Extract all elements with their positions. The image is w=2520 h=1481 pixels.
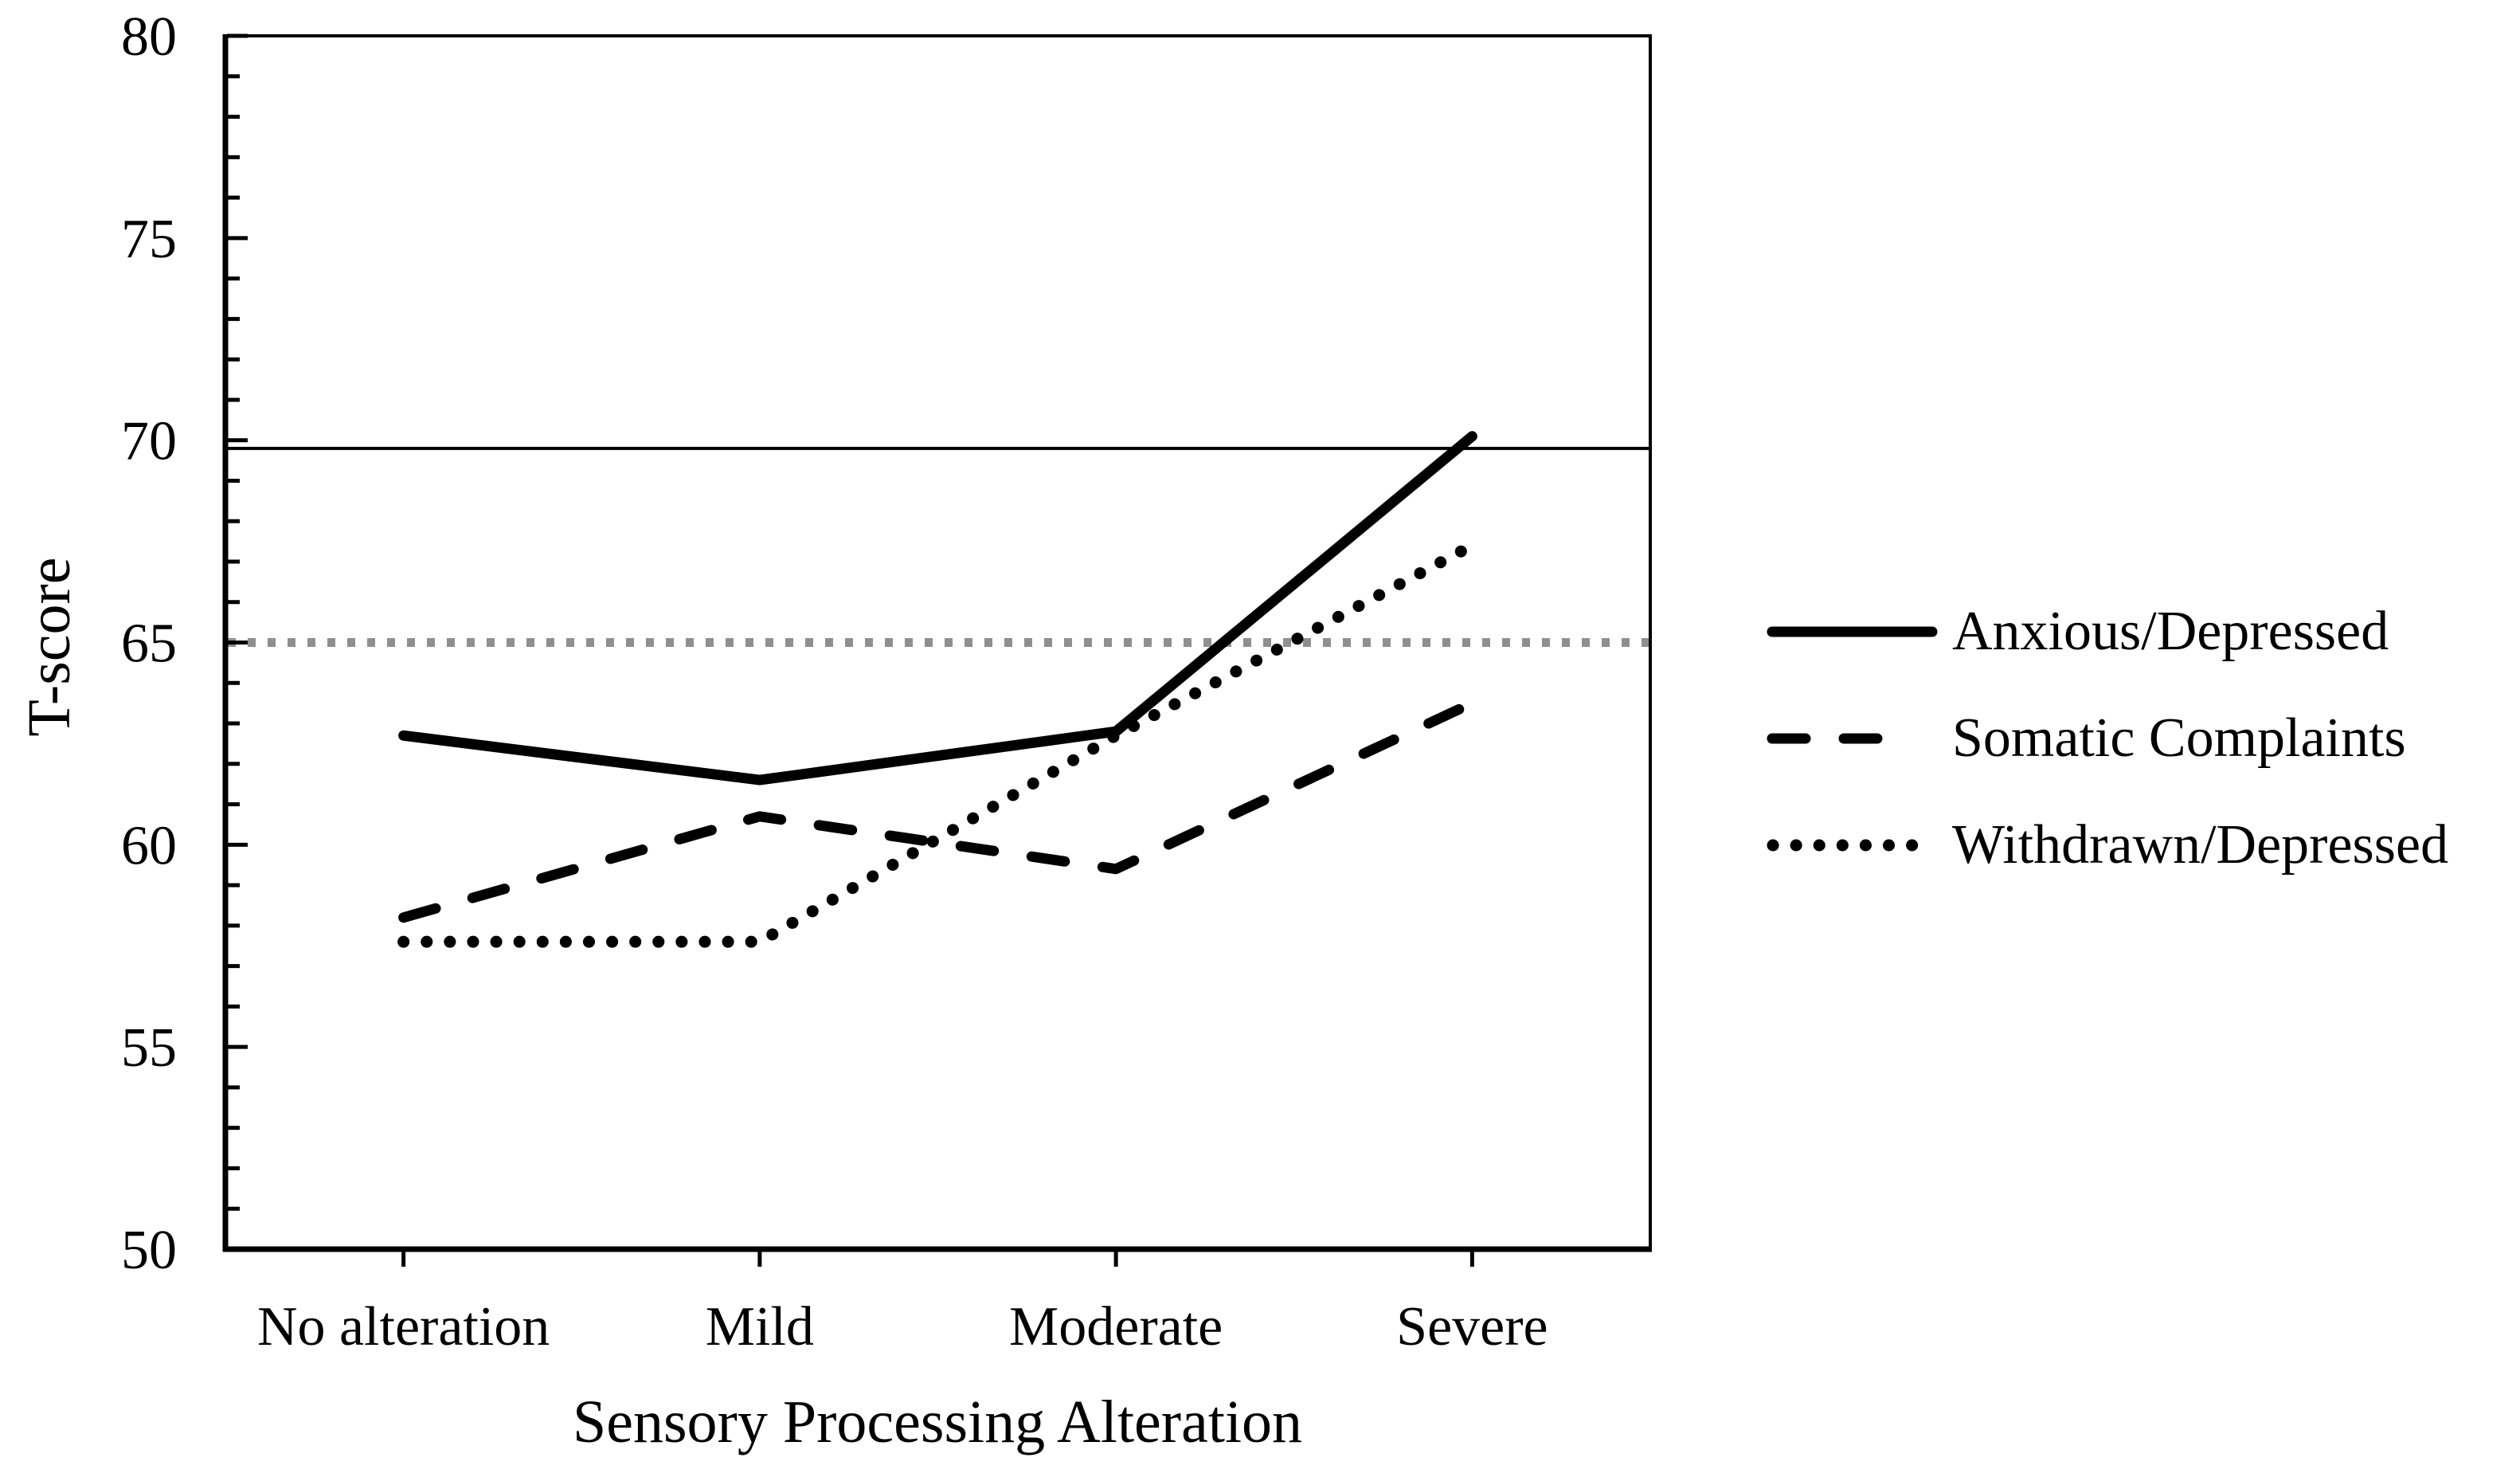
y-axis-title: T-score: [16, 557, 83, 737]
series-line-solid: [398, 431, 1477, 786]
y-tick-label: 60: [121, 815, 177, 876]
legend-solid-line-sample-icon: [1767, 626, 1938, 637]
y-tick-label: 50: [121, 1220, 177, 1281]
series-line-dashed: [398, 698, 1477, 923]
y-tick-label: 55: [121, 1017, 177, 1079]
x-axis-ticks-and-labels: No alteration Mild Moderate Severe: [257, 1252, 1548, 1358]
data-series: [397, 431, 1478, 948]
legend-item: Somatic Complaints: [1767, 685, 2448, 792]
legend: Anxious/Depressed Somatic Complaints Withd…: [1767, 578, 2448, 899]
plot-border: [224, 34, 1652, 1251]
legend-dashed-line-sample-icon: [1767, 733, 1900, 744]
y-tick-label: 70: [121, 411, 177, 472]
x-category-label: Mild: [706, 1296, 814, 1358]
x-category-label: No alteration: [257, 1296, 550, 1358]
series-line-dotted: [397, 539, 1478, 948]
legend-label: Somatic Complaints: [1952, 707, 2406, 769]
legend-label: Anxious/Depressed: [1952, 601, 2389, 662]
legend-dotted-line-sample-icon: [1767, 839, 1929, 852]
legend-item: Withdrawn/Depressed: [1767, 792, 2448, 899]
y-tick-label: 75: [121, 209, 177, 270]
y-tick-label: 80: [121, 6, 177, 68]
legend-label: Withdrawn/Depressed: [1952, 814, 2449, 876]
legend-item: Anxious/Depressed: [1767, 578, 2448, 685]
y-axis-ticks-and-labels: 80 75 70 65 60 55 50: [121, 6, 248, 1281]
plot-frame: [222, 34, 1652, 1252]
x-category-label: Moderate: [1009, 1296, 1223, 1358]
reference-lines: [228, 446, 1649, 647]
x-axis-title: Sensory Processing Alteration: [572, 1389, 1303, 1456]
x-category-label: Severe: [1396, 1296, 1548, 1358]
y-tick-label: 65: [121, 613, 177, 675]
